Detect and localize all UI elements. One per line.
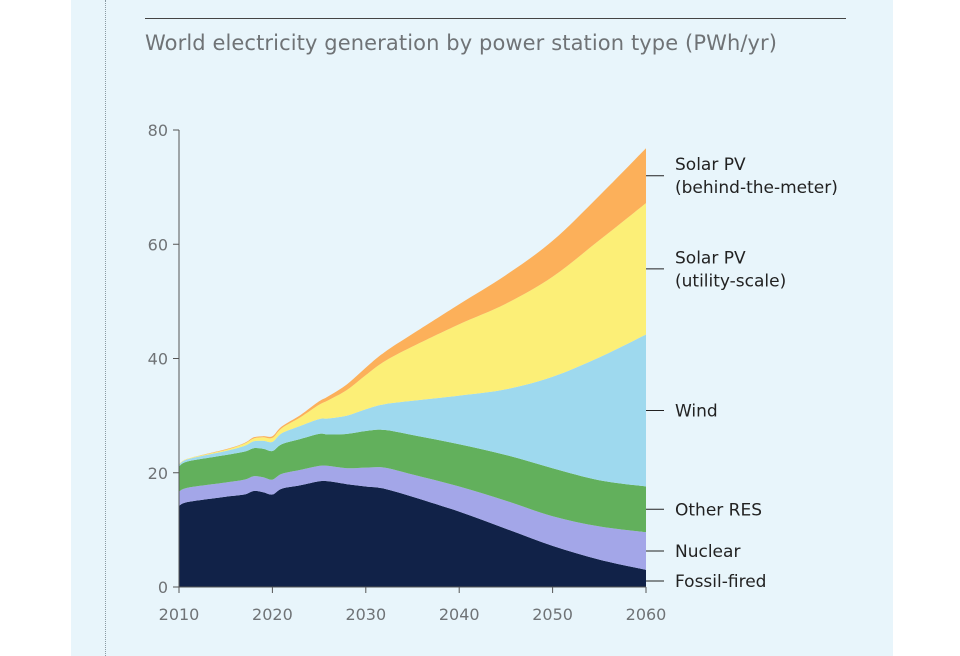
y-tick-label-0: 0 [158, 578, 168, 597]
area-nuclear [179, 465, 646, 570]
y-tick-label-80: 80 [148, 121, 168, 140]
x-tick-label-2030: 2030 [345, 605, 386, 624]
series-label-solar-pv-behind-the-meter-line2: (behind-the-meter) [675, 178, 838, 198]
y-tick-label-40: 40 [148, 350, 168, 369]
area-wind [179, 334, 646, 487]
x-tick-label-2010: 2010 [159, 605, 200, 624]
area-layers [179, 148, 646, 587]
x-tick-label-2040: 2040 [439, 605, 480, 624]
chart-title: World electricity generation by power st… [145, 31, 778, 55]
area-other-res [179, 429, 646, 533]
y-tick-label-20: 20 [148, 464, 168, 483]
area-fossil-fired [179, 480, 646, 587]
x-tick-label-2020: 2020 [252, 605, 293, 624]
top-rule [145, 18, 846, 19]
series-label-nuclear: Nuclear [675, 542, 740, 562]
series-label-other-res: Other RES [675, 500, 762, 520]
series-label-solar-pv-utility-scale-line1: Solar PV [675, 248, 746, 268]
series-label-solar-pv-utility-scale-line2: (utility-scale) [675, 271, 786, 291]
area-solar-pv-utility-scale [179, 203, 646, 465]
series-label-fossil-fired: Fossil-fired [675, 572, 766, 592]
x-tick-label-2050: 2050 [532, 605, 573, 624]
x-tick-label-2060: 2060 [626, 605, 667, 624]
y-tick-label-60: 60 [148, 235, 168, 254]
series-label-solar-pv-behind-the-meter-line1: Solar PV [675, 155, 746, 175]
series-labels: Fossil-fired Nuclear Other RES Wind Solar PV… [646, 155, 838, 592]
series-label-wind: Wind [675, 401, 718, 421]
dotted-divider [105, 0, 106, 656]
